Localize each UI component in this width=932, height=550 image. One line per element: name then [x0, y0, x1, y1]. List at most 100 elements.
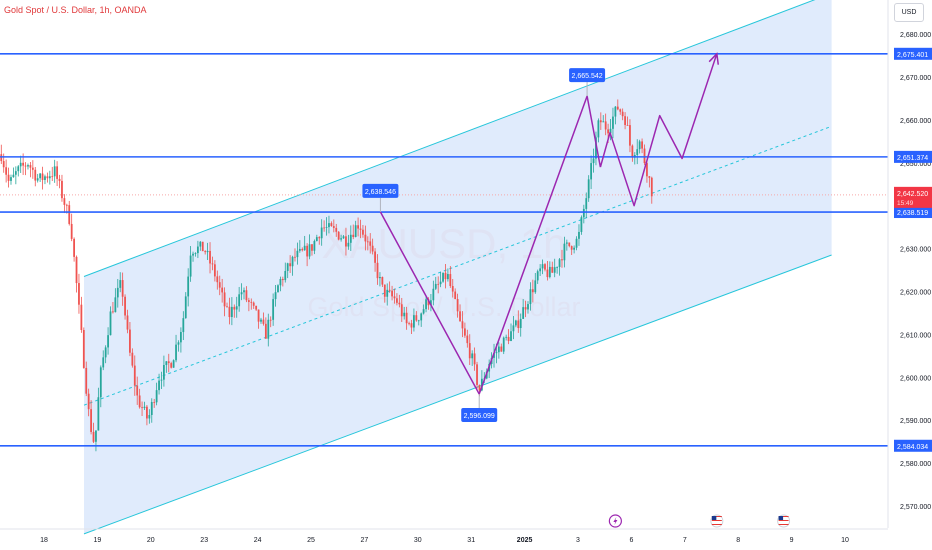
candle: [393, 288, 396, 304]
x-tick-label: 18: [40, 537, 48, 544]
candle: [629, 119, 631, 153]
candle: [260, 317, 262, 324]
candle: [636, 139, 639, 165]
candle: [379, 272, 381, 287]
y-tick-label: 2,680.000: [900, 32, 931, 39]
level-label: 2,675.401: [897, 52, 928, 59]
candle: [517, 310, 520, 333]
candle: [442, 272, 444, 283]
candle: [153, 398, 156, 408]
current-price-label: 2,642.520: [897, 191, 928, 198]
candle: [451, 278, 454, 298]
us-flag-icon[interactable]: [710, 514, 724, 528]
candle: [238, 286, 241, 312]
candle: [264, 317, 267, 339]
candle: [612, 107, 614, 139]
candle: [459, 304, 461, 322]
candle: [357, 217, 359, 237]
price-callout-text: 2,665.542: [571, 73, 602, 80]
candle: [92, 422, 95, 444]
candle: [14, 166, 17, 185]
candle: [289, 255, 292, 274]
candle: [177, 340, 180, 352]
candle: [279, 276, 282, 292]
x-tick-label: 2025: [517, 537, 533, 544]
lightning-icon[interactable]: [608, 514, 622, 528]
candle: [301, 247, 304, 252]
candle: [604, 113, 607, 136]
candle: [376, 254, 379, 285]
candle: [369, 233, 372, 254]
candle: [529, 282, 532, 311]
channel-lower-line[interactable]: [83, 254, 832, 535]
candle: [160, 371, 163, 390]
candle: [146, 405, 148, 426]
candle: [519, 313, 522, 337]
candle: [7, 167, 10, 188]
y-tick-label: 2,570.000: [900, 504, 931, 511]
price-callout[interactable]: 2,665.542: [569, 68, 606, 97]
candle: [133, 355, 136, 396]
candle: [580, 215, 583, 235]
candle: [388, 281, 391, 293]
channel-upper-line[interactable]: [83, 0, 832, 277]
candle: [493, 343, 495, 368]
candle: [563, 236, 566, 268]
candle: [19, 155, 22, 173]
candle: [167, 353, 170, 373]
candle: [116, 278, 119, 308]
candle: [403, 306, 406, 320]
candle: [505, 334, 508, 341]
candle: [80, 296, 83, 333]
level-label: 2,638.519: [897, 210, 928, 217]
candle: [175, 334, 177, 363]
price-callout[interactable]: 2,596.099: [461, 394, 498, 423]
price-callout[interactable]: 2,638.546: [362, 183, 399, 212]
candle: [590, 155, 593, 190]
candle: [536, 269, 539, 284]
candle: [345, 227, 347, 256]
candle: [192, 251, 194, 262]
y-tick-label: 2,630.000: [900, 247, 931, 254]
candle: [602, 115, 605, 123]
candle: [578, 224, 580, 246]
candle: [24, 162, 27, 176]
candle: [97, 387, 100, 431]
candle: [328, 215, 330, 234]
candle: [291, 255, 294, 276]
candle: [284, 262, 287, 283]
candle: [211, 256, 214, 271]
candle: [36, 173, 39, 183]
zigzag-drawing[interactable]: [379, 95, 602, 395]
candle: [41, 166, 44, 190]
projection-path[interactable]: [599, 53, 718, 207]
candle: [614, 106, 617, 125]
candle: [73, 237, 75, 262]
candle: [213, 260, 216, 282]
channel-mid-line[interactable]: [83, 125, 832, 406]
x-tick-label: 7: [683, 537, 687, 544]
candle: [439, 271, 442, 288]
candle: [44, 174, 46, 185]
us-flag-icon[interactable]: [777, 514, 791, 528]
x-tick-label: 8: [736, 537, 740, 544]
candle: [31, 160, 34, 179]
candle: [500, 343, 503, 352]
candle: [148, 409, 151, 424]
candle: [298, 240, 301, 253]
candle: [444, 264, 447, 289]
candle: [497, 342, 500, 359]
candle: [228, 297, 231, 325]
candle: [129, 322, 131, 357]
candle: [95, 430, 97, 452]
candle: [471, 350, 474, 366]
candle: [599, 112, 602, 130]
currency-button[interactable]: USD: [894, 3, 924, 22]
candle: [143, 401, 146, 410]
candle: [104, 345, 107, 364]
candle: [347, 234, 350, 250]
level-label: 2,651.374: [897, 155, 928, 162]
candle: [366, 236, 369, 251]
candle: [568, 242, 571, 248]
